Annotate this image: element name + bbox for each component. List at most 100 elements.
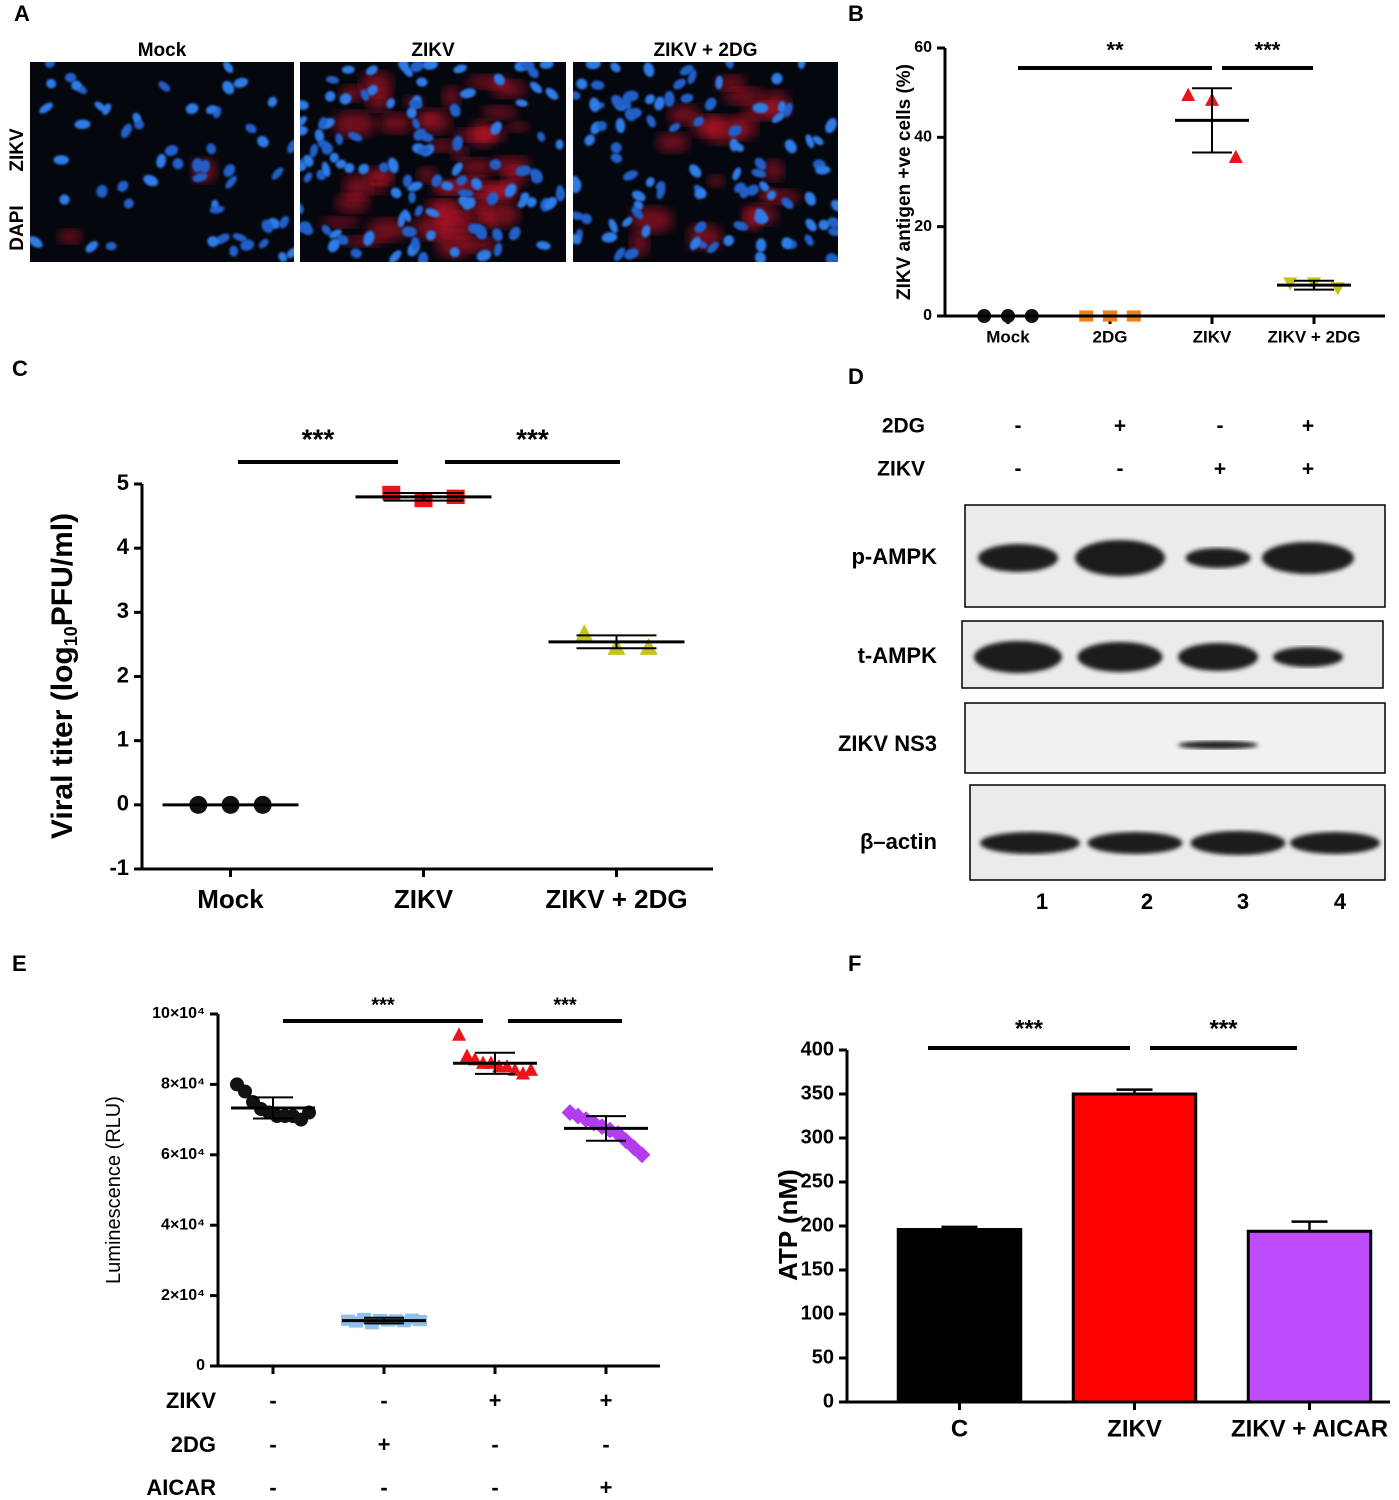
nucleus — [408, 191, 416, 204]
nucleus — [267, 96, 278, 108]
nucleus — [449, 247, 460, 258]
significance-label: *** — [1015, 1015, 1044, 1042]
blot-label: ZIKV NS3 — [838, 731, 937, 756]
red-stain — [723, 87, 765, 105]
nucleus — [287, 139, 294, 154]
nucleus — [335, 133, 344, 145]
nucleus — [309, 143, 318, 158]
condition-sign: + — [489, 1388, 502, 1413]
nucleus — [733, 221, 749, 231]
bar — [1071, 1092, 1198, 1404]
nucleus — [460, 88, 476, 99]
nucleus — [654, 96, 665, 111]
nucleus — [279, 215, 289, 229]
nucleus — [689, 236, 701, 250]
nucleus — [453, 64, 467, 74]
y-tick-label: -1 — [109, 855, 129, 880]
data-point — [238, 1084, 252, 1099]
nucleus — [725, 62, 734, 69]
nucleus — [476, 249, 492, 262]
nucleus — [223, 164, 236, 177]
nucleus — [694, 221, 707, 233]
nucleus — [327, 238, 340, 253]
y-tick-label: 10×10⁴ — [152, 1005, 205, 1022]
nucleus — [827, 217, 838, 229]
blot-band — [974, 641, 1062, 673]
nucleus — [527, 66, 539, 78]
stain-label: ZIKV — [7, 128, 28, 172]
nucleus — [335, 159, 347, 169]
nucleus — [402, 65, 413, 77]
nucleus — [471, 177, 483, 190]
y-axis-label-part: ATP (nM) — [773, 1169, 803, 1281]
y-tick-label: 4×10⁴ — [161, 1216, 205, 1233]
nucleus — [414, 205, 424, 217]
nucleus — [134, 120, 145, 130]
nucleus — [673, 78, 686, 90]
significance-label: *** — [1209, 1015, 1238, 1042]
nucleus — [825, 253, 837, 262]
x-tick-label: ZIKV + 2DG — [545, 884, 687, 914]
nucleus — [410, 62, 424, 73]
nucleus — [545, 87, 559, 100]
nucleus — [449, 103, 461, 117]
nucleus — [784, 139, 797, 154]
condition-sign: - — [269, 1388, 276, 1413]
nucleus — [344, 162, 355, 174]
nucleus — [452, 135, 463, 151]
x-tick-label: C — [951, 1415, 968, 1442]
image-title: ZIKV + 2DG — [654, 40, 758, 61]
nucleus — [755, 238, 767, 253]
nucleus — [451, 162, 463, 176]
blot-band — [1075, 540, 1165, 576]
nucleus — [422, 62, 438, 70]
lane-number: 3 — [1237, 889, 1249, 914]
nucleus — [192, 172, 208, 183]
nucleus — [300, 116, 307, 127]
nucleus — [245, 123, 257, 134]
condition-sign: + — [600, 1388, 613, 1413]
red-stain — [442, 86, 460, 108]
nucleus — [257, 135, 269, 148]
nucleus — [746, 184, 760, 196]
nucleus — [431, 174, 443, 187]
nucleus — [408, 99, 423, 109]
nucleus — [172, 158, 184, 170]
nucleus — [752, 102, 769, 114]
x-tick-label: Mock — [986, 327, 1030, 346]
lane-number: 1 — [1036, 889, 1048, 914]
data-point — [575, 624, 594, 642]
blot-band — [1087, 832, 1183, 854]
condition-sign: - — [380, 1475, 387, 1500]
condition-sign: - — [380, 1388, 387, 1413]
nucleus — [805, 218, 817, 232]
nucleus — [798, 62, 806, 69]
cells — [573, 62, 838, 262]
nucleus — [771, 111, 786, 123]
nucleus — [199, 159, 211, 173]
nucleus — [406, 107, 417, 119]
nucleus — [704, 97, 717, 111]
nucleus — [515, 165, 532, 177]
condition-sign: - — [491, 1432, 498, 1457]
significance-label: *** — [553, 994, 577, 1016]
nucleus — [490, 121, 502, 135]
nucleus — [358, 163, 370, 175]
nucleus — [755, 208, 767, 222]
nucleus — [321, 143, 334, 155]
cells — [30, 62, 294, 262]
nucleus — [278, 251, 288, 262]
nucleus — [645, 177, 655, 187]
nucleus — [504, 183, 517, 198]
data-point — [500, 1059, 514, 1073]
x-tick-label: 2DG — [1093, 327, 1128, 346]
panel-letter: C — [12, 356, 28, 381]
blot-label: β–actin — [860, 829, 937, 854]
nucleus — [233, 77, 249, 88]
data-point — [452, 1027, 466, 1041]
condition-name: 2DG — [171, 1432, 216, 1457]
lane-number: 4 — [1334, 889, 1347, 914]
data-point — [577, 1111, 595, 1128]
nucleus — [360, 89, 370, 101]
nucleus — [397, 211, 406, 228]
